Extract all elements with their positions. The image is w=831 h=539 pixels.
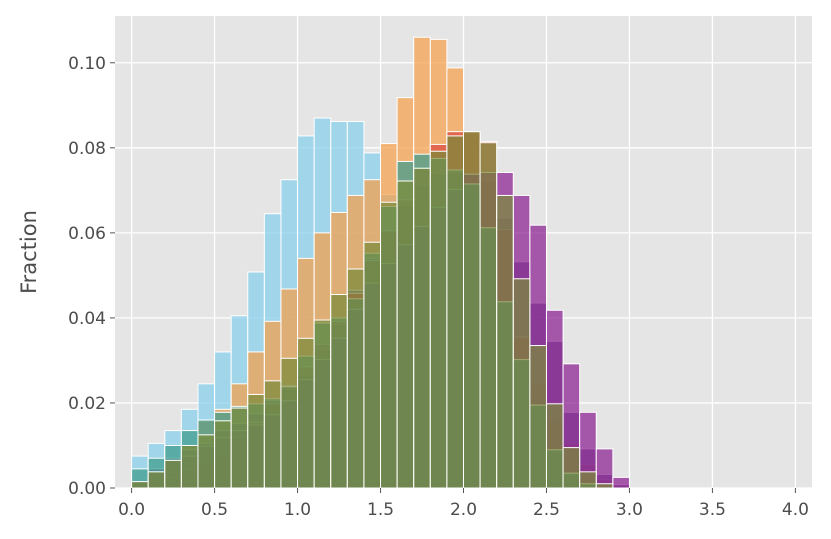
y-tick-label: 0.04 <box>68 309 106 329</box>
histogram-bar <box>280 357 299 489</box>
histogram-bars <box>131 36 630 489</box>
histogram-bar <box>529 345 547 489</box>
histogram-bar <box>512 278 531 489</box>
x-tick-label: 3.5 <box>699 500 726 520</box>
histogram-bar <box>545 403 564 489</box>
x-tick-label: 0.5 <box>201 500 228 520</box>
x-tick-label: 3.0 <box>616 500 643 520</box>
series-7 <box>131 131 614 489</box>
histogram-bar <box>363 241 382 489</box>
histogram-bar <box>595 448 614 489</box>
y-axis-label: Fraction <box>17 210 41 294</box>
histogram-bar <box>479 142 498 489</box>
y-axis-ticks: 0.00 0.02 0.04 0.06 0.08 0.10 <box>68 54 115 499</box>
histogram-bar <box>380 201 398 489</box>
histogram-bar <box>313 319 332 489</box>
histogram-bar <box>595 483 614 489</box>
x-axis-ticks: 0.0 0.5 1.0 1.5 2.0 2.5 3.0 3.5 4.0 <box>118 488 809 520</box>
histogram-bar <box>214 420 232 489</box>
histogram-bar <box>180 444 199 489</box>
x-tick-label: 2.0 <box>450 500 477 520</box>
histogram-bar <box>396 180 415 489</box>
histogram-bar <box>579 471 597 489</box>
histogram-bar <box>446 135 464 489</box>
histogram-bar <box>131 481 149 489</box>
histogram-bar <box>197 434 216 489</box>
y-tick-label: 0.08 <box>68 139 106 159</box>
histogram-bar <box>247 393 265 489</box>
histogram-bar <box>147 471 166 489</box>
histogram-bar <box>463 131 481 489</box>
x-tick-label: 2.5 <box>533 500 560 520</box>
histogram-bar <box>164 459 182 489</box>
x-tick-label: 1.5 <box>367 500 394 520</box>
histogram-bar <box>562 447 581 489</box>
histogram-bar <box>413 167 431 489</box>
x-tick-label: 0.0 <box>118 500 145 520</box>
histogram-bar <box>297 337 315 489</box>
x-tick-label: 4.0 <box>782 500 809 520</box>
histogram-bar <box>496 194 514 489</box>
histogram-bar <box>346 268 365 489</box>
y-tick-label: 0.10 <box>68 54 106 74</box>
x-tick-label: 1.0 <box>284 500 311 520</box>
y-tick-label: 0.06 <box>68 224 106 244</box>
histogram-bar <box>330 294 348 489</box>
histogram-bar <box>429 150 448 489</box>
histogram-bar <box>263 380 282 489</box>
y-tick-label: 0.02 <box>68 394 106 414</box>
y-tick-label: 0.00 <box>68 479 106 499</box>
histogram-bar <box>612 476 630 489</box>
histogram-bar <box>230 407 249 489</box>
